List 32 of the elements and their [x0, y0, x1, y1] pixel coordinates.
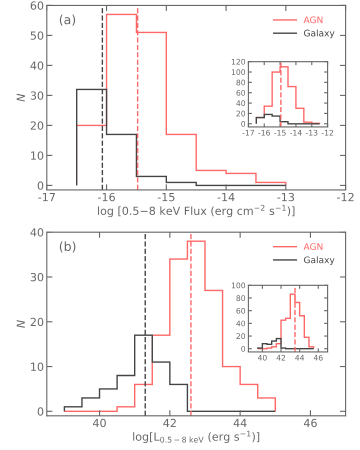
x-axis-title: log [0.5−8 keV Flux (erg cm$^{−2}$ s$^{−1}$)]	[98, 204, 294, 218]
legend-label: AGN	[304, 16, 322, 24]
y-tick-label: 10	[31, 151, 44, 160]
y-tick-label: 50	[30, 31, 44, 40]
legend-label: Galaxy	[304, 256, 334, 266]
x-tick-label: 40	[93, 418, 106, 428]
y-tick-label: 30	[30, 272, 44, 282]
x-tick-label: 44	[234, 418, 247, 428]
x-tick-label: -12	[337, 192, 354, 202]
y-axis-title: N	[16, 94, 25, 102]
legend-label: AGN	[304, 243, 322, 250]
y-tick-label: 60	[30, 1, 44, 10]
y-tick-label: 20	[30, 121, 44, 130]
x-tick-label: -17	[38, 193, 55, 202]
x-tick-label: -14	[218, 193, 235, 202]
x-axis-title: log[L$_{0.5−8 keV}$ (erg s$^{−1}$)]	[133, 430, 260, 443]
x-tick-label: -16	[98, 192, 115, 202]
legend-label: Galaxy	[304, 29, 334, 38]
annotation: (b)	[60, 241, 76, 253]
x-tick-label: 46	[304, 418, 317, 428]
y-tick-label: 40	[30, 61, 44, 70]
y-tick-label: 40	[30, 228, 44, 237]
y-tick-label: 20	[30, 318, 44, 326]
y-tick-label: 0	[38, 407, 44, 416]
y-tick-label: 30	[30, 91, 44, 100]
y-tick-label: 0	[38, 181, 44, 190]
y-axis-title: N	[16, 320, 25, 328]
annotation: (a)	[60, 14, 76, 26]
x-tick-label: 42	[163, 418, 176, 428]
y-tick-label: 10	[31, 362, 44, 371]
x-tick-label: -15	[158, 193, 174, 202]
x-tick-label: -13	[277, 192, 294, 202]
